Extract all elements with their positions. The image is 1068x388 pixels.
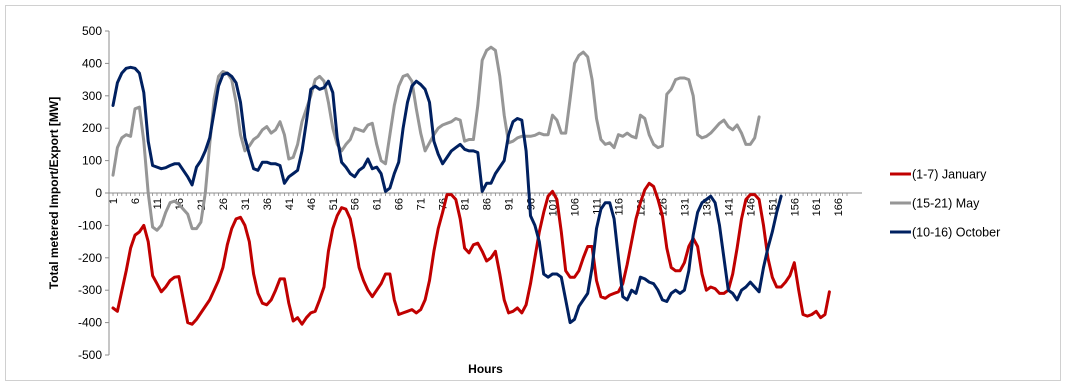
x-ticks: 1 6 11 16 21 26 31 36 41 46 51 56 61 66 71 76 81 86 91 96 10… [108, 193, 848, 216]
legend-label-3: (10-16) October [912, 226, 1000, 240]
x-tick-label: 96 [526, 198, 538, 210]
legend-label-1: (1-7) January [912, 168, 987, 182]
y-ticks: 500 400 300 200 100 0 -100 -200 -300 -400 -500 [78, 24, 109, 362]
y-tick-label: -100 [78, 218, 102, 232]
y-tick-label: 300 [82, 89, 102, 103]
y-axis-title: Total metered Import/Export [MW] [47, 97, 61, 289]
series-line-2 [111, 45, 761, 232]
x-tick-label: 71 [416, 198, 428, 210]
x-axis-title: Hours [468, 362, 503, 376]
y-tick-label: 500 [82, 24, 102, 38]
x-tick-label: 6 [130, 198, 142, 204]
y-tick-label: -200 [78, 251, 102, 265]
x-tick-label: 61 [372, 198, 384, 210]
x-tick-label: 146 [745, 198, 757, 216]
x-tick-label: 11 [152, 198, 164, 209]
legend: (1-7) January (15-21) May (10-16) October [890, 168, 1000, 240]
x-tick-label: 131 [679, 198, 691, 216]
x-tick-label: 41 [284, 198, 296, 210]
x-tick-label: 56 [350, 198, 362, 210]
x-tick-label: 91 [504, 198, 516, 210]
x-tick-label: 106 [569, 198, 581, 216]
y-tick-label: -300 [78, 283, 102, 297]
x-tick-label: 86 [482, 198, 494, 210]
y-tick-label: 200 [82, 121, 102, 135]
x-tick-label: 26 [218, 198, 230, 210]
x-tick-label: 36 [262, 198, 274, 210]
y-tick-label: -400 [78, 316, 102, 330]
x-tick-label: 31 [240, 198, 252, 210]
x-tick-label: 51 [328, 198, 340, 210]
x-tick-label: 66 [394, 198, 406, 210]
x-tick-label: 81 [460, 198, 472, 210]
x-tick-label: 141 [723, 198, 735, 216]
x-tick-label: 161 [811, 198, 823, 216]
y-tick-label: 0 [95, 186, 102, 200]
x-tick-label: 156 [789, 198, 801, 216]
x-tick-label: 116 [613, 198, 625, 216]
y-tick-label: -500 [78, 348, 102, 362]
series-line-3 [111, 65, 783, 325]
x-tick-label: 166 [833, 198, 845, 216]
x-tick-label: 1 [108, 198, 120, 204]
x-tick-label: 46 [306, 198, 318, 210]
y-tick-label: 400 [82, 56, 102, 70]
y-tick-label: 100 [82, 154, 102, 168]
series-line-1 [111, 181, 831, 326]
legend-label-2: (15-21) May [912, 197, 980, 211]
series-lines [111, 45, 831, 326]
